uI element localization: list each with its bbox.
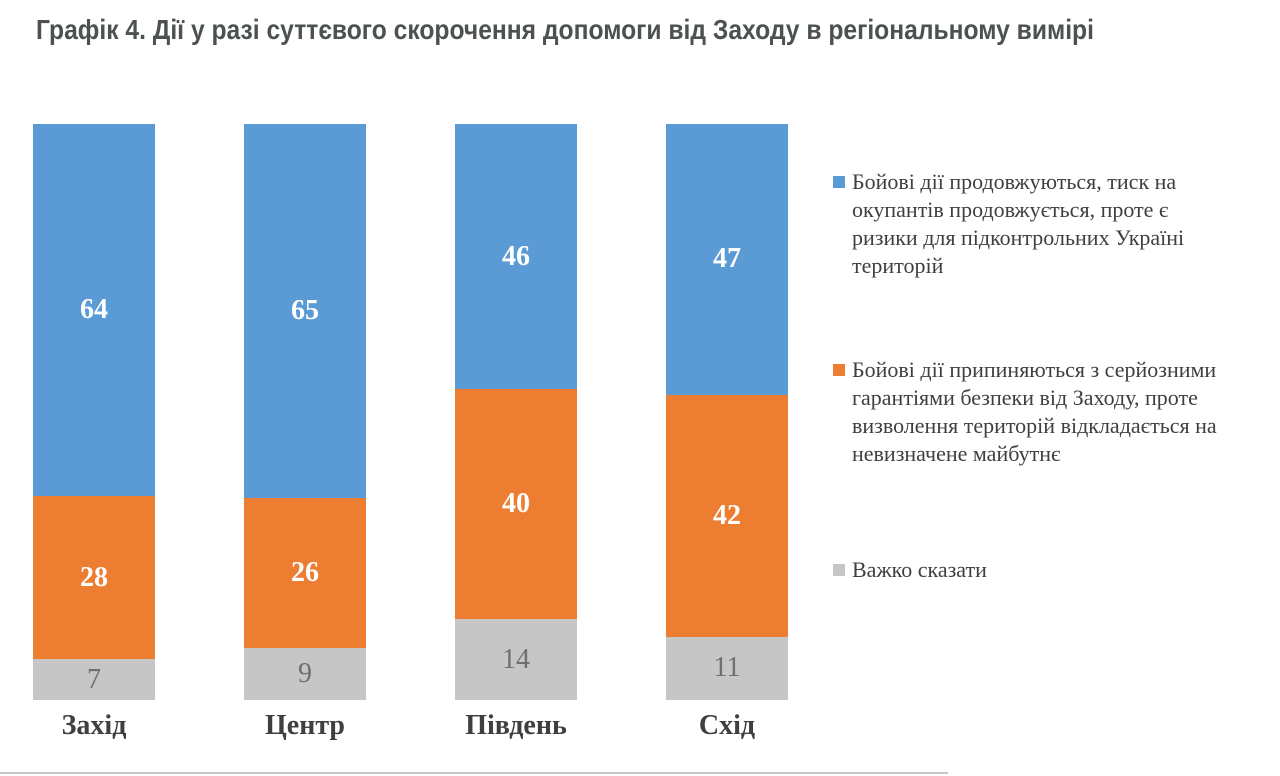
legend-swatch-icon [833,176,845,188]
stacked-bar-2: 65 26 9 [244,124,366,700]
bar-value-label: 9 [298,658,312,690]
stacked-bar-3: 46 40 14 [455,124,577,700]
bar-segment: 47 [666,124,788,395]
bar-segment: 65 [244,124,366,499]
category-label: Центр [264,710,346,741]
legend-swatch-icon [833,564,845,576]
bar-segment: 40 [455,389,577,620]
bar-value-label: 7 [87,663,101,695]
stacked-bar-1: 64 28 7 [33,124,155,700]
legend-swatch-icon [833,364,845,376]
legend-label: Бойові дії продовжуються, тиск на окупан… [852,169,1185,278]
bar-segment: 28 [33,496,155,660]
bar-value-label: 28 [80,561,108,593]
plot-area: 64 28 7 Захід 65 26 9 Центр 46 40 14 Південь 47 42 11 С… [33,124,788,741]
bar-segment: 26 [244,498,366,649]
legend-item: Бойові дії припиняються з серйозними гар… [833,356,1225,468]
chart-title: Графік 4. Дії у разі суттєвого скороченн… [36,14,1094,45]
bar-segment: 46 [455,124,577,389]
legend-item: Бойові дії продовжуються, тиск на окупан… [833,168,1225,280]
category-label: Захід [61,710,127,741]
bar-segment: 14 [455,619,577,700]
category-label: Схід [698,710,756,741]
bar-value-label: 64 [80,294,108,326]
bar-value-label: 26 [291,557,319,589]
bar-segment: 7 [33,659,155,700]
legend: Бойові дії продовжуються, тиск на окупан… [833,0,1225,776]
bar-value-label: 46 [502,240,530,272]
category-label: Південь [465,710,567,741]
stacked-bar-4: 47 42 11 [666,124,788,700]
bar-value-label: 65 [291,295,319,327]
bar-value-label: 47 [713,243,741,275]
bar-segment: 9 [244,648,366,700]
bottom-divider [0,772,948,774]
bar-value-label: 40 [502,488,530,520]
legend-label: Важко сказати [852,557,987,582]
bar-value-label: 11 [713,652,741,684]
bar-value-label: 14 [502,643,530,675]
bar-segment: 11 [666,636,788,700]
bar-segment: 64 [33,124,155,497]
legend-label: Бойові дії припиняються з серйозними гар… [852,357,1217,466]
bar-segment: 42 [666,394,788,637]
bar-value-label: 42 [713,499,741,531]
legend-item: Важко сказати [833,556,1225,584]
